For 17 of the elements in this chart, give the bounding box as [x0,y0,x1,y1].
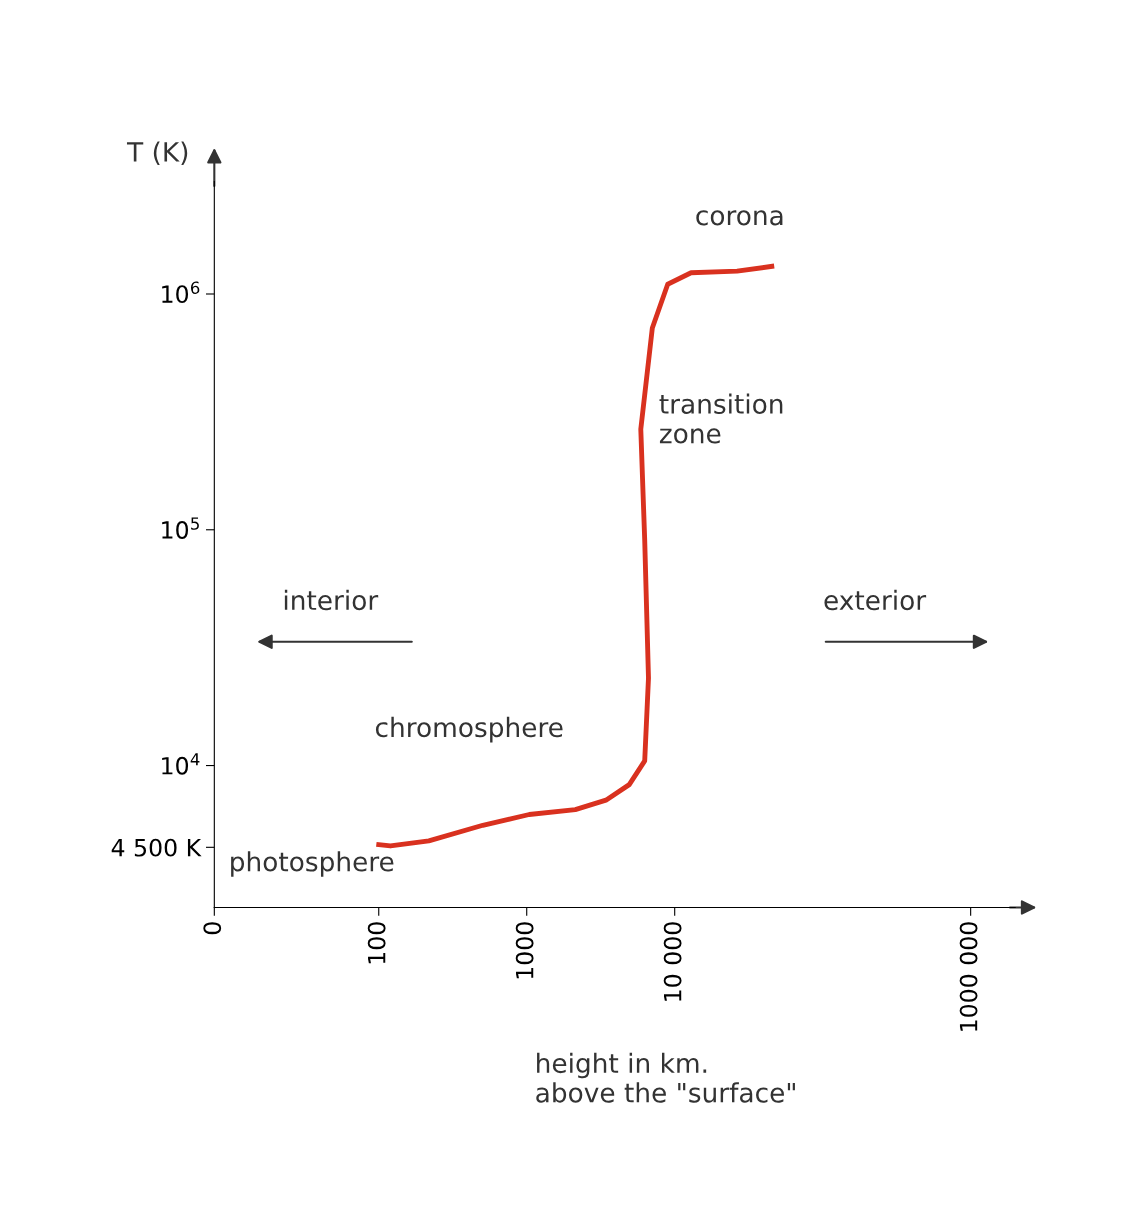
x-tick-label: 10 000 [663,922,682,1001]
annotation: chromosphere [375,716,563,743]
x-tick-label: 0 [203,922,222,935]
y-tick-label: 10$^{4}$ [162,753,200,775]
x-tick-label: 1000 000 [959,922,978,1031]
annotation: exterior [824,589,927,611]
x-axis-title: height in km. above the "surface" [536,1052,795,1103]
y-tick-label: 10$^{5}$ [162,517,199,539]
y-axis-title: T (K) [126,141,188,165]
x-tick-label: 1000 [515,922,534,979]
annotation: corona [696,210,783,226]
annotation: photosphere [231,851,394,877]
y-tick-label: 4 500 K [111,838,202,857]
annotation: transition zone [659,393,783,444]
annotation: interior [284,589,379,611]
x-tick-label: 100 [367,922,386,964]
y-tick-label: 10$^{6}$ [162,281,200,304]
